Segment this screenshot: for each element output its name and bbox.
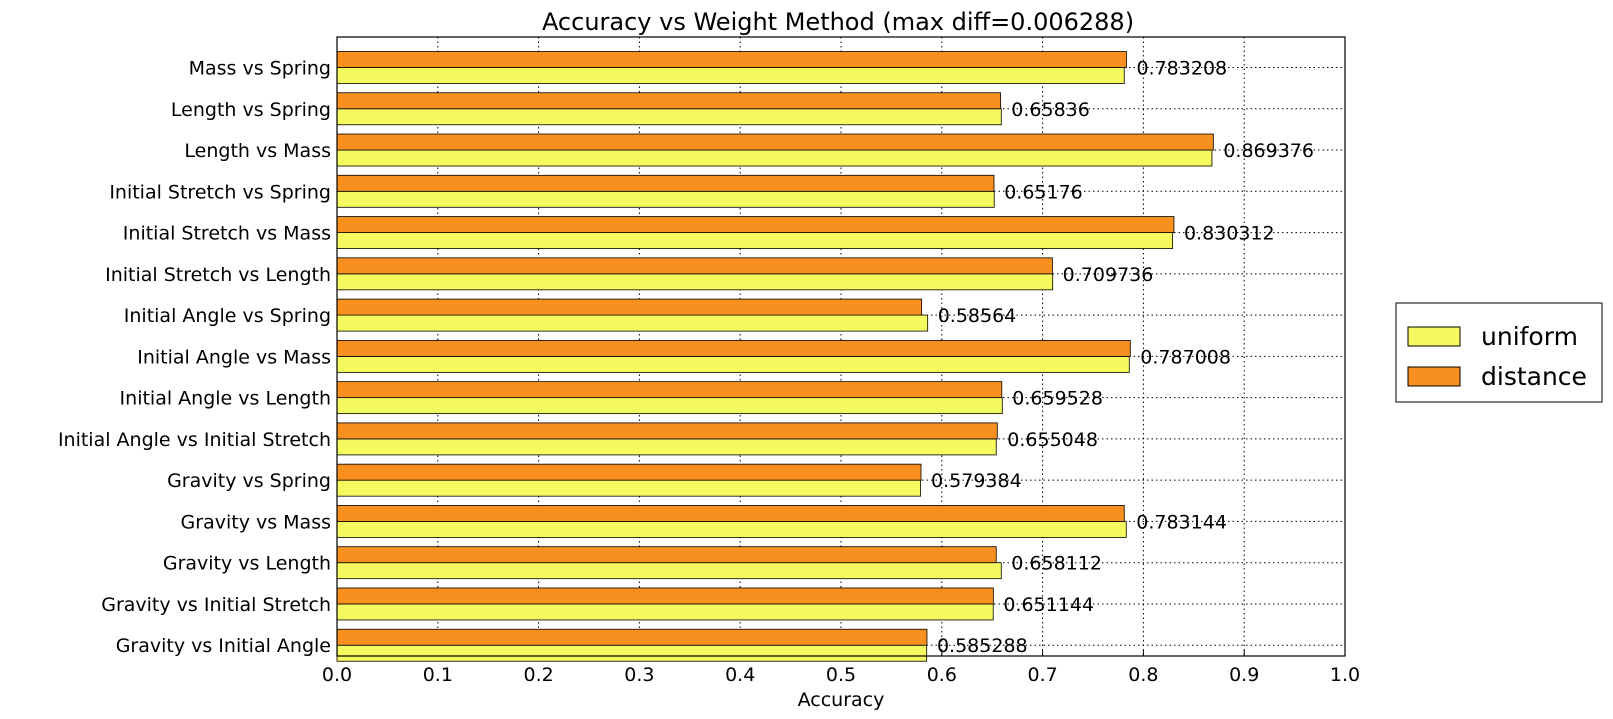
x-tick-label: 0.3: [624, 664, 654, 686]
bar-uniform: [336, 232, 1174, 249]
data-label: 0.65836: [1011, 99, 1090, 121]
bar-distance: [336, 133, 1214, 151]
category-label: Initial Stretch vs Length: [105, 264, 331, 286]
data-label: 0.709736: [1063, 264, 1154, 286]
category-label: Initial Angle vs Mass: [137, 346, 331, 368]
data-label: 0.585288: [937, 635, 1028, 657]
legend-swatch-distance: [1407, 366, 1461, 387]
bar-distance: [336, 216, 1175, 233]
bar-uniform: [336, 562, 1002, 580]
x-tick-labels-group: 0.0 0.1 0.2 0.3 0.4 0.5 0.6 0.7 0.8 0.9 1.0: [322, 664, 1360, 686]
category-label: Initial Angle vs Length: [120, 388, 331, 410]
category-label: Gravity vs Length: [163, 553, 331, 575]
data-label: 0.787008: [1140, 346, 1231, 368]
data-label: 0.651144: [1003, 594, 1094, 616]
x-tick-label: 0.1: [423, 664, 453, 686]
bar-uniform: [336, 603, 994, 621]
x-tick-label: 0.2: [523, 664, 553, 686]
bar-distance: [336, 463, 922, 481]
x-tick-label: 0.5: [826, 664, 856, 686]
bar-uniform: [336, 397, 1003, 415]
bar-uniform: [336, 67, 1125, 84]
category-label: Gravity vs Spring: [167, 470, 331, 492]
bar-uniform: [336, 479, 922, 497]
x-tick-label: 1.0: [1330, 664, 1360, 686]
bar-distance: [336, 92, 1002, 110]
data-label: 0.783144: [1136, 511, 1227, 533]
bar-distance: [336, 505, 1125, 522]
data-label: 0.658112: [1011, 553, 1102, 575]
bar-distance: [336, 381, 1003, 399]
x-tick-label: 0.0: [322, 664, 352, 686]
bar-uniform: [336, 190, 995, 208]
category-label: Mass vs Spring: [189, 58, 331, 80]
bar-distance: [336, 174, 995, 192]
legend: uniform distance: [1395, 302, 1603, 403]
x-tick-label: 0.8: [1128, 664, 1158, 686]
data-label: 0.830312: [1184, 223, 1275, 245]
bar-distance: [336, 298, 923, 316]
bar-uniform: [336, 149, 1213, 167]
x-tick-label: 0.9: [1229, 664, 1259, 686]
bar-distance: [336, 587, 994, 605]
data-label: 0.869376: [1223, 140, 1314, 162]
data-label: 0.579384: [931, 470, 1022, 492]
bar-distance: [336, 546, 997, 564]
plot-frame: [336, 36, 1346, 657]
x-tick-label: 0.4: [725, 664, 755, 686]
data-label: 0.65176: [1004, 181, 1083, 203]
bar-uniform: [336, 438, 997, 456]
category-label: Initial Stretch vs Spring: [109, 181, 331, 203]
data-label: 0.659528: [1012, 388, 1103, 410]
bar-uniform: [336, 108, 1002, 126]
data-label: 0.655048: [1007, 429, 1098, 451]
legend-swatch-uniform: [1407, 326, 1461, 347]
chart-title: Accuracy vs Weight Method (max diff=0.00…: [542, 8, 1134, 36]
bar-uniform: [336, 314, 929, 332]
bar-uniform: [336, 644, 928, 662]
category-labels-group: Mass vs Spring Length vs Spring Length vs …: [58, 58, 331, 658]
category-label: Gravity vs Initial Stretch: [101, 594, 331, 616]
x-tick-label: 0.7: [1027, 664, 1057, 686]
legend-label-uniform: uniform: [1481, 322, 1578, 351]
data-label: 0.783208: [1136, 58, 1227, 80]
bar-distance: [336, 628, 928, 646]
category-label: Gravity vs Mass: [181, 511, 331, 533]
bar-uniform: [336, 273, 1054, 291]
legend-frame: [1395, 302, 1603, 403]
x-axis-label: Accuracy: [798, 689, 885, 711]
category-label: Initial Stretch vs Mass: [123, 223, 331, 245]
category-label: Length vs Mass: [184, 140, 331, 162]
bar-distance: [336, 257, 1053, 275]
bar-uniform: [336, 521, 1127, 538]
x-tick-label: 0.6: [927, 664, 957, 686]
data-label: 0.58564: [938, 305, 1017, 327]
category-label: Initial Angle vs Spring: [124, 305, 331, 327]
bar-distance: [336, 422, 998, 440]
bar-uniform: [336, 355, 1130, 373]
bar-distance: [336, 339, 1131, 357]
category-label: Initial Angle vs Initial Stretch: [58, 429, 331, 451]
bar-distance: [336, 51, 1127, 68]
category-label: Gravity vs Initial Angle: [116, 635, 331, 657]
legend-label-distance: distance: [1481, 362, 1587, 391]
value-labels-group: 0.783208 0.65836 0.869376 0.65176 0.830312 0.…: [931, 58, 1314, 658]
category-label: Length vs Spring: [171, 99, 331, 121]
